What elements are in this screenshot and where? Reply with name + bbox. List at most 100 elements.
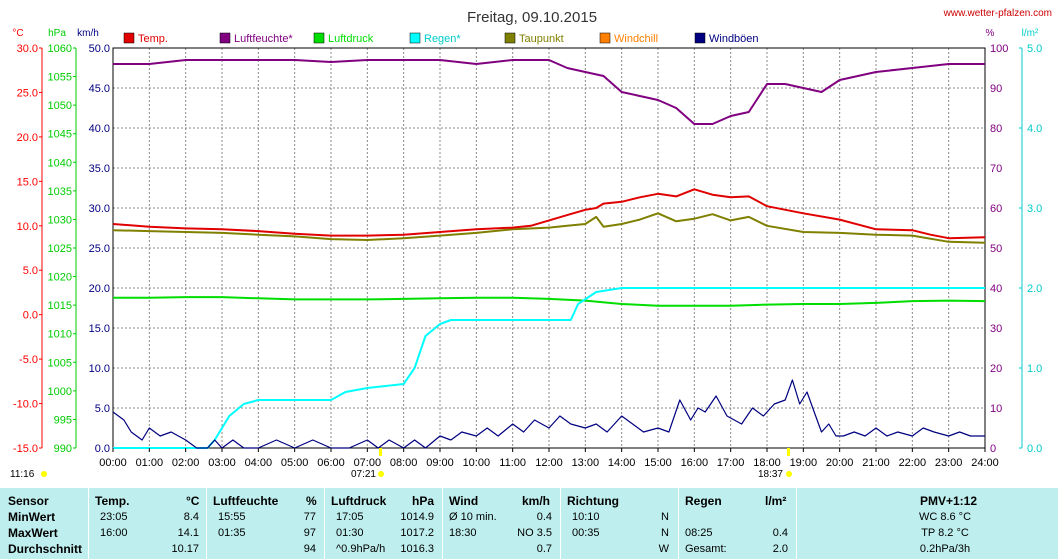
tick-label-pressure: 1020: [48, 272, 72, 284]
tick-label-wind: 15.0: [89, 323, 110, 335]
tick-label-pressure: 1055: [48, 72, 72, 84]
cell-max-wind-val: NO 3.5: [517, 527, 552, 539]
site-url[interactable]: www.wetter-pfalzen.com: [943, 8, 1052, 19]
header-temp: Temp.: [95, 494, 130, 508]
x-tick-label: 07:00: [354, 457, 382, 469]
tick-label-wind: 25.0: [89, 243, 110, 255]
header-pressure: Luftdruck: [331, 494, 387, 508]
tick-label-humidity: 40: [990, 283, 1002, 295]
x-tick-label: 11:00: [499, 457, 526, 469]
header-rain-unit: l/m²: [765, 494, 787, 508]
x-tick-label: 22:00: [899, 457, 927, 469]
tick-label-humidity: 50: [990, 243, 1002, 255]
sunrise-marker: [379, 448, 382, 456]
sunrise-icon: [378, 471, 384, 477]
cell-avg-rain-val: 2.0: [772, 543, 788, 555]
unit-temp: °C: [12, 28, 23, 39]
row-label-avg: Durchschnitt: [8, 542, 83, 556]
tick-label-wind: 50.0: [89, 43, 110, 55]
x-tick-label: 01:00: [136, 457, 164, 469]
stats-table: Sensor Temp. °C Luftfeuchte % Luftdruck …: [0, 488, 1058, 559]
tick-label-wind: 5.0: [95, 403, 110, 415]
tick-label-humidity: 30: [990, 323, 1002, 335]
tick-label-wind: 30.0: [89, 203, 110, 215]
tick-label-temp: 0.0: [23, 310, 38, 322]
x-tick-label: 24:00: [971, 457, 999, 469]
cell-avg-press-time: ^0.9hPa/h: [336, 543, 386, 555]
x-tick-label: 23:00: [935, 457, 963, 469]
tick-label-pressure: 1045: [48, 129, 72, 141]
header-pressure-unit: hPa: [412, 494, 435, 508]
tick-label-temp: 25.0: [17, 87, 38, 99]
series: [112, 59, 986, 449]
start-sun-icon: [41, 471, 47, 477]
cell-max-dir-val: N: [661, 527, 669, 539]
header-rain: Regen: [685, 494, 722, 508]
column-separator: [442, 488, 443, 559]
tick-label-humidity: 20: [990, 363, 1002, 375]
tick-label-rain: 5.0: [1027, 43, 1042, 55]
tick-label-pressure: 1005: [48, 357, 72, 369]
legend-label: Windböen: [709, 33, 759, 45]
series-line-regen: [113, 287, 985, 449]
tick-label-rain: 4.0: [1027, 123, 1042, 135]
cell-avg-hum-val: 94: [303, 543, 316, 555]
cell-avg-dir-val: W: [658, 543, 669, 555]
legend-label: Regen*: [424, 33, 461, 45]
header-wind-unit: km/h: [522, 494, 551, 508]
sunrise-label: 07:21: [351, 469, 376, 480]
cell-max-temp-val: 14.1: [177, 527, 199, 539]
cell-min-press-val: 1014.9: [400, 511, 434, 523]
header-wind: Wind: [449, 494, 479, 508]
cell-min-temp-val: 8.4: [183, 511, 199, 523]
cell-min-temp-time: 23:05: [100, 511, 128, 523]
unit-wind: km/h: [77, 28, 99, 39]
row-label-min: MinWert: [8, 510, 56, 524]
tick-label-temp: -15.0: [13, 443, 38, 455]
header-direction: Richtung: [567, 494, 619, 508]
cell-max-rain-val: 0.4: [772, 527, 788, 539]
tick-label-humidity: 60: [990, 203, 1002, 215]
cell-max-rain-time: 08:25: [685, 527, 713, 539]
x-tick-label: 05:00: [281, 457, 309, 469]
x-tick-label: 12:00: [535, 457, 563, 469]
cell-avg-press-val: 1016.3: [400, 543, 434, 555]
header-sensor: Sensor: [8, 494, 49, 508]
legend-swatch: [409, 32, 421, 44]
tick-label-pressure: 1030: [48, 214, 72, 226]
legend-label: Luftfeuchte*: [234, 33, 293, 45]
cell-max-press-val: 1017.2: [400, 527, 434, 539]
legend-label: Luftdruck: [328, 33, 374, 45]
column-separator: [324, 488, 325, 559]
tick-label-pressure: 1000: [48, 386, 72, 398]
x-tick-label: 13:00: [572, 457, 600, 469]
series-line-temp: [112, 188, 986, 240]
tick-label-wind: 20.0: [89, 283, 110, 295]
tick-label-rain: 0.0: [1027, 443, 1042, 455]
column-separator: [560, 488, 561, 559]
tick-label-pressure: 1010: [48, 329, 72, 341]
tick-label-pressure: 1060: [48, 43, 72, 55]
tick-label-wind: 45.0: [89, 83, 110, 95]
legend-swatch: [599, 32, 611, 44]
sunset-label: 18:37: [758, 469, 783, 480]
tick-label-rain: 1.0: [1027, 363, 1042, 375]
axes: 30.0 25.0 20.0 15.0 10.0 5.0 0.0 -5.0 -10.0 -15.0…: [13, 43, 1042, 455]
legend: Temp. Luftfeuchte* Luftdruck Regen* Taupunkt…: [123, 32, 759, 45]
legend-label: Taupunkt: [519, 33, 564, 45]
legend-swatch: [504, 32, 516, 44]
legend-swatch: [123, 32, 135, 44]
tick-label-pressure: 1040: [48, 157, 72, 169]
tick-label-wind: 40.0: [89, 123, 110, 135]
x-tick-label: 18:00: [753, 457, 781, 469]
x-tick-label: 09:00: [426, 457, 454, 469]
chart-title: Freitag, 09.10.2015: [467, 9, 597, 26]
sunset-icon: [786, 471, 792, 477]
x-tick-label: 03:00: [208, 457, 236, 469]
x-tick-label: 08:00: [390, 457, 418, 469]
x-tick-label: 02:00: [172, 457, 200, 469]
tick-label-temp: 15.0: [17, 176, 38, 188]
cell-max-wind-label: 18:30: [449, 527, 477, 539]
header-humidity-unit: %: [306, 494, 317, 508]
tick-label-humidity: 0: [990, 443, 996, 455]
